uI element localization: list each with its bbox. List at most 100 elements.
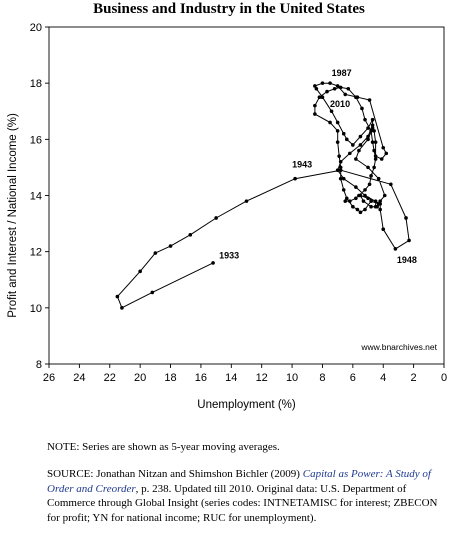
data-point — [325, 89, 329, 94]
data-point — [153, 251, 158, 255]
data-point — [335, 168, 340, 173]
data-point — [244, 199, 249, 203]
x-tick-label: 18 — [164, 372, 176, 384]
y-tick-label: 20 — [30, 22, 42, 34]
x-tick-label: 14 — [225, 372, 237, 384]
data-point — [314, 86, 319, 91]
source-book-title: Capital as Power: A Study of Order and C… — [47, 468, 431, 495]
data-point — [370, 117, 375, 122]
data-point — [313, 112, 317, 116]
data-point — [358, 210, 363, 215]
data-point — [373, 154, 378, 158]
data-point — [329, 109, 334, 114]
data-point — [168, 244, 173, 248]
y-axis-label: Profit and Interest / National Income (%… — [7, 113, 19, 318]
data-point — [378, 199, 382, 203]
data-point — [346, 86, 351, 91]
data-point — [367, 98, 372, 102]
data-point — [358, 134, 363, 139]
data-point — [354, 95, 358, 100]
data-point — [344, 137, 349, 142]
y-axis-ticks: 8 10 12 14 16 18 20 — [30, 22, 49, 371]
data-point — [369, 174, 373, 178]
annotation-label: 1943 — [292, 159, 312, 169]
data-point — [351, 143, 355, 147]
data-point — [338, 176, 343, 181]
annotation-label: 1948 — [397, 255, 417, 265]
data-point — [338, 165, 343, 170]
data-point — [373, 157, 378, 161]
y-tick-label: 12 — [30, 247, 42, 259]
data-point — [341, 131, 346, 136]
data-point — [317, 95, 322, 100]
data-point — [335, 129, 340, 133]
data-point — [370, 123, 375, 128]
data-point — [313, 84, 317, 88]
data-point — [358, 143, 363, 147]
source-suffix: , p. 238. Updated till 2010. Original da… — [47, 482, 438, 524]
data-point — [338, 160, 343, 164]
data-point — [363, 117, 367, 122]
data-point — [370, 126, 375, 130]
x-tick-label: 8 — [319, 372, 325, 384]
data-point — [338, 85, 343, 90]
data-point — [332, 86, 337, 91]
x-tick-label: 12 — [256, 372, 268, 384]
y-tick-label: 8 — [36, 359, 42, 371]
x-tick-label: 20 — [134, 372, 146, 384]
data-point — [341, 176, 346, 181]
data-point — [366, 165, 370, 170]
data-point — [357, 193, 361, 198]
data-point — [328, 81, 332, 85]
data-point — [366, 137, 370, 142]
data-point — [150, 290, 155, 295]
x-tick-label: 2 — [411, 372, 417, 384]
data-point — [354, 157, 358, 161]
data-point — [363, 188, 367, 192]
source-prefix: SOURCE: Jonathan Nitzan and Shimshon Bic… — [47, 468, 303, 480]
x-tick-label: 22 — [104, 372, 116, 384]
data-point — [335, 120, 340, 125]
x-tick-label: 16 — [195, 372, 207, 384]
data-point — [343, 92, 348, 97]
data-point — [369, 204, 373, 209]
data-point — [373, 204, 378, 209]
data-point — [393, 247, 398, 251]
data-point — [404, 216, 408, 220]
data-point — [372, 165, 376, 170]
data-point — [363, 207, 367, 212]
x-tick-label: 0 — [441, 372, 447, 384]
data-point — [188, 233, 193, 237]
data-point — [357, 148, 361, 153]
data-point — [313, 103, 317, 108]
data-point — [366, 196, 370, 201]
data-point — [354, 196, 358, 201]
data-point — [373, 199, 378, 203]
data-point — [378, 207, 382, 212]
data-point — [344, 196, 349, 201]
note-text: NOTE: Series are shown as 5-year moving … — [47, 441, 280, 453]
data-point — [348, 151, 352, 156]
x-tick-label: 6 — [350, 372, 356, 384]
x-axis-ticks: 26 24 22 20 18 16 14 12 10 8 6 4 2 0 — [43, 364, 447, 384]
x-tick-label: 4 — [380, 372, 386, 384]
data-point — [376, 176, 381, 181]
data-point — [372, 129, 376, 133]
data-point — [120, 306, 124, 310]
y-tick-label: 10 — [30, 303, 42, 315]
source-text: SOURCE: Jonathan Nitzan and Shimshon Bic… — [47, 467, 442, 525]
data-point — [379, 157, 384, 161]
data-point — [341, 188, 346, 192]
data-point — [366, 126, 370, 130]
data-point — [376, 202, 381, 206]
data-point — [361, 199, 366, 203]
data-point — [366, 134, 370, 139]
data-point — [367, 182, 372, 187]
chart-title: Business and Industry in the United Stat… — [93, 1, 365, 17]
data-point — [381, 227, 386, 231]
y-tick-label: 16 — [30, 134, 42, 146]
y-tick-label: 18 — [30, 78, 42, 90]
y-tick-label: 14 — [30, 191, 42, 203]
data-point — [382, 193, 387, 198]
